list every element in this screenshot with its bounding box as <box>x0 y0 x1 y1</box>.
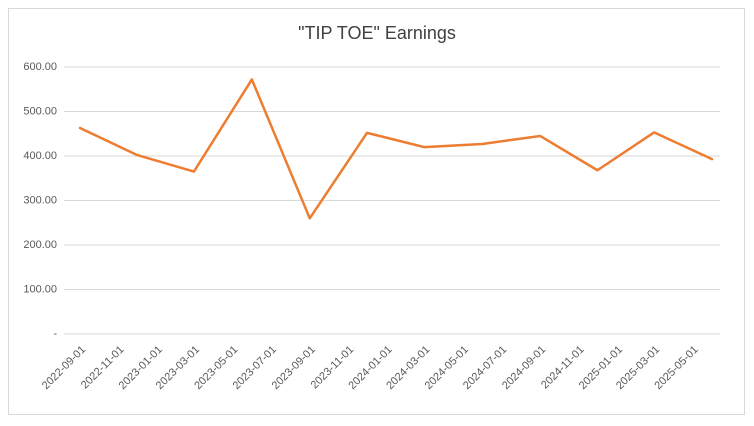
y-tick-label: 600.00 <box>23 61 57 73</box>
chart-title: "TIP TOE" Earnings <box>298 23 456 43</box>
y-tick-label: - <box>53 328 57 340</box>
data-line <box>78 78 714 220</box>
y-tick-label: 200.00 <box>23 239 57 251</box>
y-tick-label: 500.00 <box>23 105 57 117</box>
y-tick-label: 300.00 <box>23 194 57 206</box>
chart-border <box>8 8 745 415</box>
y-tick-label: 400.00 <box>23 150 57 162</box>
y-tick-label: 100.00 <box>23 283 57 295</box>
